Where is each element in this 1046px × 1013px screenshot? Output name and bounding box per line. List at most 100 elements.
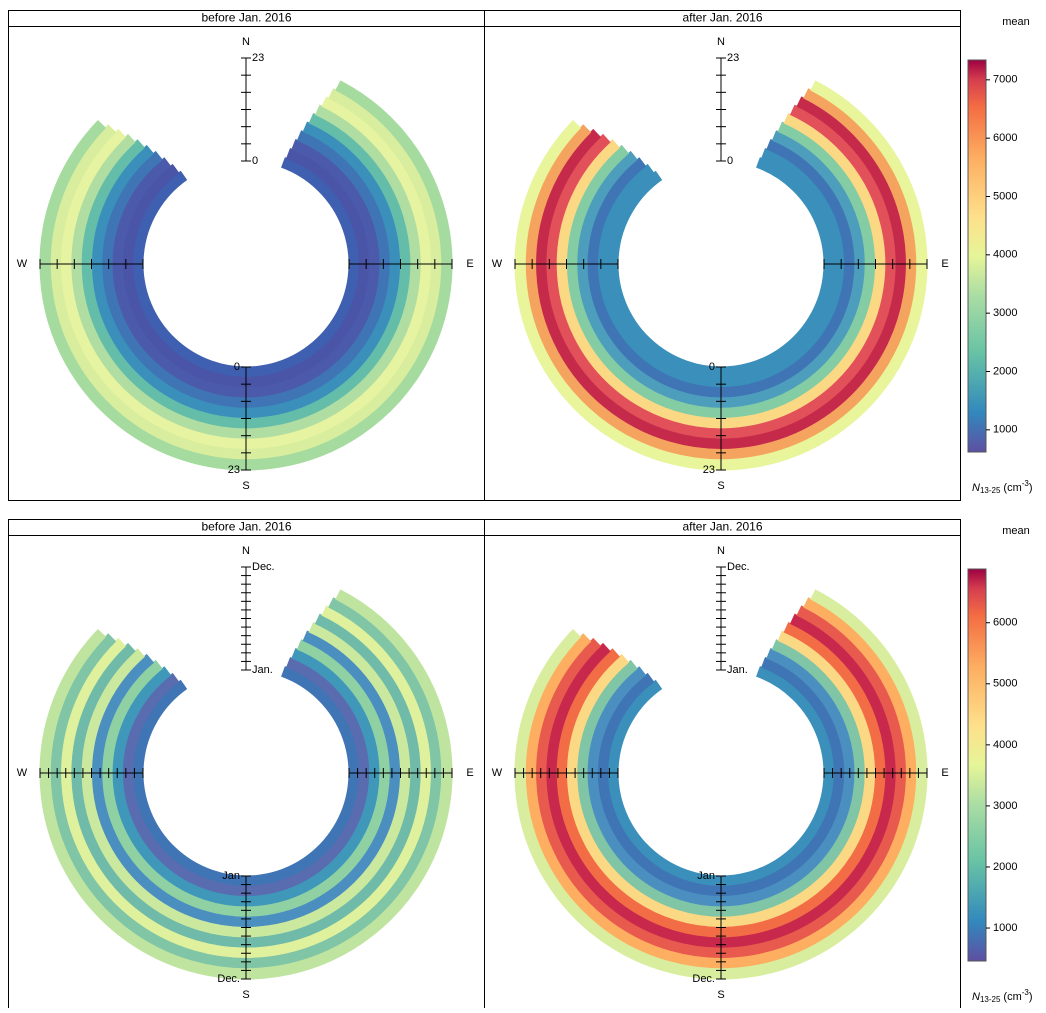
annulus-band <box>586 648 856 908</box>
annulus-band <box>121 656 371 898</box>
colorbar-title: mean <box>1002 16 1030 28</box>
dir-label: W <box>17 767 28 779</box>
annulus-band <box>545 104 897 440</box>
panel-title: after Jan. 2016 <box>682 11 762 25</box>
annulus-band <box>111 648 381 908</box>
radial-label: Jan <box>697 870 715 882</box>
annulus-band <box>514 589 928 980</box>
annulus-band <box>576 639 866 918</box>
colorbar-tick-label: 6000 <box>993 132 1017 144</box>
annulus-band <box>49 88 443 461</box>
radial-label: 23 <box>727 52 739 64</box>
colorbar-tick-label: 7000 <box>993 74 1017 86</box>
annulus-band <box>60 96 432 450</box>
annulus-band <box>132 157 360 378</box>
label-part: (cm <box>1003 991 1021 1003</box>
dir-label: N <box>242 545 250 557</box>
dir-label: S <box>717 480 724 492</box>
dir-label: N <box>242 36 250 48</box>
label-part: 13-25 <box>980 995 1001 1004</box>
annulus-band <box>101 130 391 409</box>
dir-label: S <box>242 480 249 492</box>
label-part: -3 <box>1022 988 1030 997</box>
annulus-band <box>121 147 371 389</box>
annulus-band <box>101 639 391 918</box>
annulus-band <box>80 621 412 939</box>
label-part: 13-25 <box>980 486 1001 495</box>
colorbar-label: N13-25 (cm-3) <box>972 988 1033 1004</box>
radial-label: Jan. <box>727 664 748 676</box>
annulus-band <box>39 589 453 980</box>
radial-label: 23 <box>228 464 240 476</box>
colorbar-tick-label: 5000 <box>993 190 1017 202</box>
strip <box>484 10 961 27</box>
annulus-band <box>111 139 381 399</box>
dir-label: E <box>466 767 473 779</box>
colorbar-tick-label: 6000 <box>993 617 1017 629</box>
annulus-band <box>566 630 876 928</box>
label-part: (cm <box>1003 482 1021 494</box>
annulus-band <box>49 597 443 970</box>
annulus-band <box>586 139 856 399</box>
radial-label: Jan. <box>252 664 273 676</box>
colorbar-tick-label: 3000 <box>993 800 1017 812</box>
radial-label: Dec. <box>692 973 715 985</box>
radial-label: Dec. <box>217 973 240 985</box>
radial-label: Jan <box>222 870 240 882</box>
annulus-band <box>132 666 360 887</box>
dir-label: S <box>717 989 724 1001</box>
colorbar <box>967 568 987 962</box>
dir-label: W <box>492 767 503 779</box>
radial-label: 0 <box>727 155 733 167</box>
colorbar <box>967 59 987 453</box>
annulus-band <box>70 104 422 440</box>
panel-title: after Jan. 2016 <box>682 520 762 534</box>
annulus-band <box>555 621 887 939</box>
dir-label: E <box>466 258 473 270</box>
label-part: N <box>972 482 980 494</box>
dir-label: E <box>941 258 948 270</box>
annulus-band <box>596 147 846 389</box>
colorbar-tick-label: 4000 <box>993 739 1017 751</box>
dir-label: S <box>242 989 249 1001</box>
radial-label: 0 <box>709 361 715 373</box>
colorbar-tick-label: 2000 <box>993 861 1017 873</box>
colorbar-label: N13-25 (cm-3) <box>972 479 1033 495</box>
radial-label: Dec. <box>252 561 275 573</box>
colorbar-tick-label: 1000 <box>993 424 1017 436</box>
annulus-band <box>80 112 412 430</box>
colorbar-tick-label: 3000 <box>993 307 1017 319</box>
colorbar-tick-label: 2000 <box>993 365 1017 377</box>
annulus-band <box>514 80 928 471</box>
annulus-band <box>607 157 835 378</box>
panel-title: before Jan. 2016 <box>201 11 291 25</box>
annulus-band <box>70 613 422 949</box>
dir-label: W <box>492 258 503 270</box>
annulus-band <box>555 112 887 430</box>
colorbar-title: mean <box>1002 525 1030 537</box>
colorbar-tick-label: 1000 <box>993 922 1017 934</box>
annulus-band <box>39 80 453 471</box>
annulus-band <box>596 656 846 898</box>
dir-label: E <box>941 767 948 779</box>
radial-label: 0 <box>252 155 258 167</box>
annulus-band <box>524 88 918 461</box>
radial-label: 23 <box>252 52 264 64</box>
annulus-band <box>524 597 918 970</box>
annulus-band <box>535 96 907 450</box>
annulus-band <box>91 121 401 419</box>
annulus-band <box>91 630 401 928</box>
annulus-band <box>545 613 897 949</box>
radial-label: 23 <box>703 464 715 476</box>
label-part: ) <box>1029 482 1033 494</box>
annulus-band <box>576 130 866 409</box>
radial-label: 0 <box>234 361 240 373</box>
dir-label: N <box>717 545 725 557</box>
label-part: N <box>972 991 980 1003</box>
strip <box>484 519 961 536</box>
label-part: -3 <box>1022 479 1030 488</box>
dir-label: W <box>17 258 28 270</box>
label-part: ) <box>1029 991 1033 1003</box>
colorbar-tick-label: 4000 <box>993 249 1017 261</box>
